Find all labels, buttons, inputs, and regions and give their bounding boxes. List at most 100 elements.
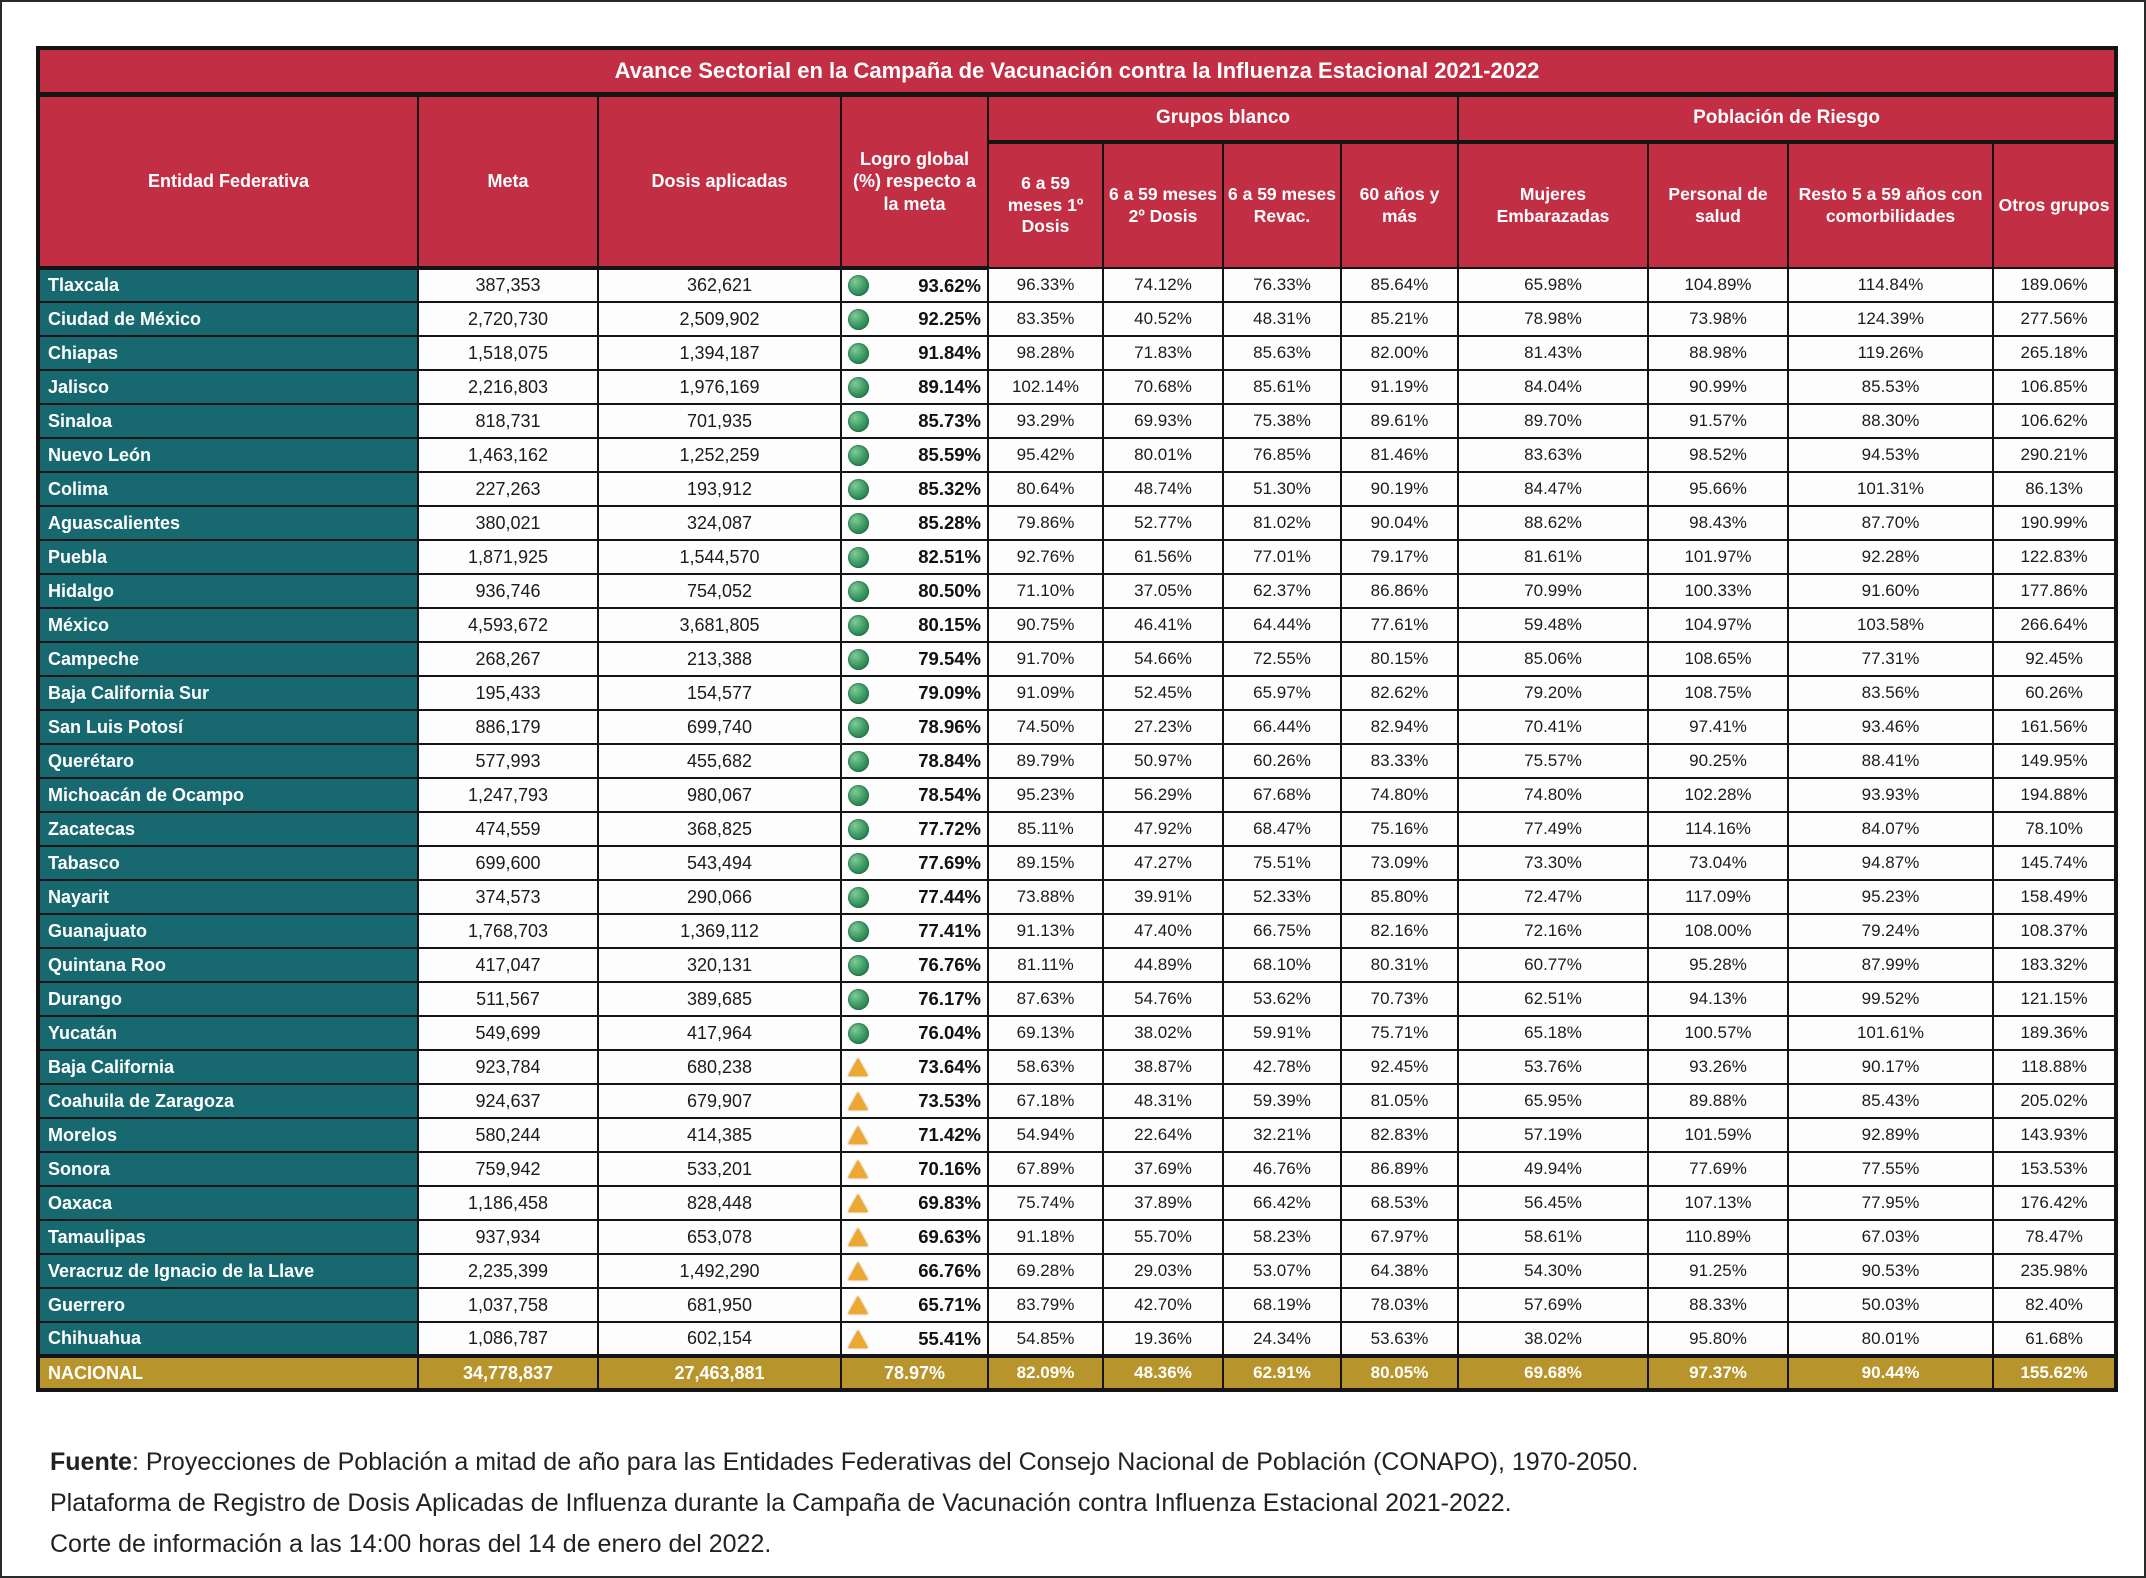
meta-cell: 2,216,803 xyxy=(417,369,599,405)
pct-6a59-1dosis-cell: 102.14% xyxy=(987,369,1104,405)
national-mujeres-embarazadas: 69.68% xyxy=(1457,1354,1649,1391)
pct-6a59-revac-cell: 64.44% xyxy=(1222,607,1342,643)
pct-mujeres-embarazadas-cell: 65.98% xyxy=(1457,267,1649,303)
logro-cell: 70.16% xyxy=(840,1151,989,1187)
logro-value: 85.32% xyxy=(918,478,981,499)
logro-cell: 89.14% xyxy=(840,369,989,405)
logro-cell: 76.04% xyxy=(840,1015,989,1051)
pct-6a59-2dosis-cell: 54.66% xyxy=(1102,641,1224,677)
status-ok-icon xyxy=(848,886,869,908)
pct-resto-5a59-cell: 88.30% xyxy=(1787,403,1994,439)
header-entidad: Entidad Federativa xyxy=(37,93,419,270)
pct-6a59-2dosis-cell: 50.97% xyxy=(1102,743,1224,779)
pct-6a59-1dosis-cell: 95.23% xyxy=(987,777,1104,813)
pct-6a59-1dosis-cell: 79.86% xyxy=(987,505,1104,541)
pct-resto-5a59-cell: 84.07% xyxy=(1787,811,1994,847)
pct-6a59-2dosis-cell: 47.40% xyxy=(1102,913,1224,949)
status-warning-icon xyxy=(848,1058,868,1076)
logro-value: 85.28% xyxy=(918,512,981,533)
meta-cell: 474,559 xyxy=(417,811,599,847)
pct-personal-salud-cell: 108.65% xyxy=(1647,641,1789,677)
logro-cell: 77.41% xyxy=(840,913,989,949)
logro-cell: 79.54% xyxy=(840,641,989,677)
table-row: Michoacán de Ocampo 1,247,793 980,067 78.54… xyxy=(37,777,2118,813)
status-ok-icon xyxy=(848,614,869,636)
table-row: Sinaloa 818,731 701,935 85.73% 93.29% 69.93% 7… xyxy=(37,403,2118,439)
state-name-cell: Tlaxcala xyxy=(37,267,419,303)
status-ok-icon xyxy=(848,784,869,806)
dosis-cell: 455,682 xyxy=(597,743,842,779)
dosis-cell: 324,087 xyxy=(597,505,842,541)
pct-6a59-2dosis-cell: 80.01% xyxy=(1102,437,1224,473)
pct-personal-salud-cell: 73.98% xyxy=(1647,301,1789,337)
dosis-cell: 389,685 xyxy=(597,981,842,1017)
meta-cell: 937,934 xyxy=(417,1219,599,1255)
pct-6a59-2dosis-cell: 54.76% xyxy=(1102,981,1224,1017)
pct-resto-5a59-cell: 92.89% xyxy=(1787,1117,1994,1153)
pct-6a59-1dosis-cell: 69.28% xyxy=(987,1253,1104,1289)
meta-cell: 759,942 xyxy=(417,1151,599,1187)
meta-cell: 511,567 xyxy=(417,981,599,1017)
pct-mujeres-embarazadas-cell: 81.61% xyxy=(1457,539,1649,575)
pct-resto-5a59-cell: 90.53% xyxy=(1787,1253,1994,1289)
logro-cell: 76.76% xyxy=(840,947,989,983)
dosis-cell: 414,385 xyxy=(597,1117,842,1153)
logro-value: 77.69% xyxy=(918,852,981,873)
source-line-1: Fuente: Proyecciones de Población a mita… xyxy=(50,1442,1638,1483)
meta-cell: 580,244 xyxy=(417,1117,599,1153)
logro-value: 78.54% xyxy=(918,784,981,805)
meta-cell: 936,746 xyxy=(417,573,599,609)
pct-6a59-revac-cell: 75.38% xyxy=(1222,403,1342,439)
logro-value: 78.96% xyxy=(918,716,981,737)
meta-cell: 1,463,162 xyxy=(417,437,599,473)
pct-otros-grupos-cell: 106.85% xyxy=(1991,369,2118,405)
pct-60-y-mas-cell: 83.33% xyxy=(1340,743,1459,779)
status-warning-icon xyxy=(848,1329,868,1348)
pct-6a59-revac-cell: 24.34% xyxy=(1222,1321,1342,1357)
logro-cell: 77.69% xyxy=(840,845,989,881)
dosis-cell: 1,544,570 xyxy=(597,539,842,575)
logro-value: 79.09% xyxy=(918,682,981,703)
pct-personal-salud-cell: 97.41% xyxy=(1647,709,1789,745)
state-name-cell: Guerrero xyxy=(37,1287,419,1323)
table-row: Guerrero 1,037,758 681,950 65.71% 83.79% 42.7… xyxy=(37,1287,2118,1323)
pct-mujeres-embarazadas-cell: 72.16% xyxy=(1457,913,1649,949)
pct-60-y-mas-cell: 81.46% xyxy=(1340,437,1459,473)
dosis-cell: 681,950 xyxy=(597,1287,842,1323)
pct-60-y-mas-cell: 75.71% xyxy=(1340,1015,1459,1051)
pct-personal-salud-cell: 88.98% xyxy=(1647,335,1789,371)
status-ok-icon xyxy=(848,852,869,874)
logro-value: 80.50% xyxy=(918,580,981,601)
pct-6a59-1dosis-cell: 87.63% xyxy=(987,981,1104,1017)
pct-personal-salud-cell: 90.25% xyxy=(1647,743,1789,779)
source-line-2: Plataforma de Registro de Dosis Aplicada… xyxy=(50,1489,1512,1517)
meta-cell: 924,637 xyxy=(417,1083,599,1119)
logro-value: 91.84% xyxy=(918,342,981,363)
pct-mujeres-embarazadas-cell: 79.20% xyxy=(1457,675,1649,711)
dosis-cell: 533,201 xyxy=(597,1151,842,1187)
dosis-cell: 980,067 xyxy=(597,777,842,813)
pct-60-y-mas-cell: 75.16% xyxy=(1340,811,1459,847)
pct-resto-5a59-cell: 77.95% xyxy=(1787,1185,1994,1221)
logro-value: 85.73% xyxy=(918,410,981,431)
dosis-cell: 2,509,902 xyxy=(597,301,842,337)
pct-resto-5a59-cell: 103.58% xyxy=(1787,607,1994,643)
state-name-cell: Oaxaca xyxy=(37,1185,419,1221)
pct-6a59-revac-cell: 60.26% xyxy=(1222,743,1342,779)
pct-mujeres-embarazadas-cell: 60.77% xyxy=(1457,947,1649,983)
pct-otros-grupos-cell: 266.64% xyxy=(1991,607,2118,643)
state-name-cell: Aguascalientes xyxy=(37,505,419,541)
meta-cell: 4,593,672 xyxy=(417,607,599,643)
logro-cell: 93.62% xyxy=(840,267,989,303)
meta-cell: 2,720,730 xyxy=(417,301,599,337)
meta-cell: 1,871,925 xyxy=(417,539,599,575)
state-name-cell: Ciudad de México xyxy=(37,301,419,337)
pct-6a59-revac-cell: 62.37% xyxy=(1222,573,1342,609)
logro-value: 76.04% xyxy=(918,1022,981,1043)
logro-cell: 65.71% xyxy=(840,1287,989,1323)
pct-60-y-mas-cell: 81.05% xyxy=(1340,1083,1459,1119)
pct-60-y-mas-cell: 82.16% xyxy=(1340,913,1459,949)
table-row: Yucatán 549,699 417,964 76.04% 69.13% 38.02% 5… xyxy=(37,1015,2118,1051)
pct-mujeres-embarazadas-cell: 38.02% xyxy=(1457,1321,1649,1357)
state-name-cell: Chiapas xyxy=(37,335,419,371)
